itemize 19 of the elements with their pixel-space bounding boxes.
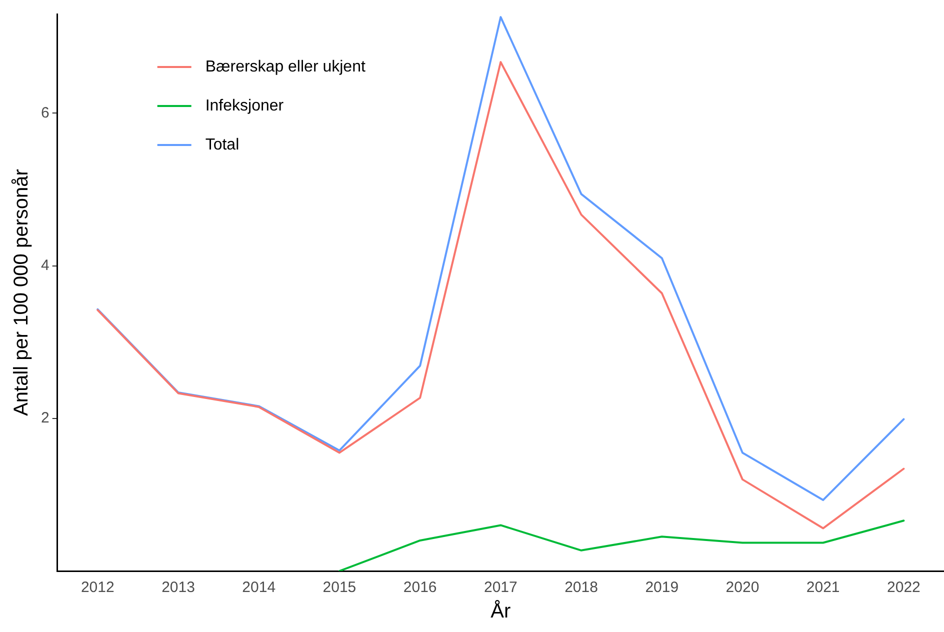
x-tick-label: 2016 bbox=[403, 579, 437, 596]
x-tick-label: 2017 bbox=[484, 579, 518, 596]
y-tick-label: 4 bbox=[41, 256, 50, 274]
x-axis-title: År bbox=[490, 600, 512, 623]
x-tick-label: 2014 bbox=[242, 579, 276, 596]
legend-label: Infeksjoner bbox=[205, 97, 284, 114]
y-axis-title: Antall per 100 000 personår bbox=[10, 168, 33, 416]
x-tick-label: 2012 bbox=[80, 579, 114, 596]
x-tick-label: 2022 bbox=[887, 579, 920, 596]
x-tick-label: 2015 bbox=[322, 579, 356, 596]
x-tick-label: 2013 bbox=[162, 579, 195, 596]
x-tick-label: 2021 bbox=[806, 579, 840, 596]
legend-label: Bærerskap eller ukjent bbox=[205, 58, 366, 76]
y-tick-label: 6 bbox=[41, 104, 50, 122]
x-tick-label: 2019 bbox=[645, 579, 679, 596]
x-tick-label: 2018 bbox=[564, 579, 598, 596]
legend-label: Total bbox=[205, 136, 240, 154]
y-tick-label: 2 bbox=[41, 410, 50, 427]
x-tick-label: 2020 bbox=[726, 579, 760, 596]
